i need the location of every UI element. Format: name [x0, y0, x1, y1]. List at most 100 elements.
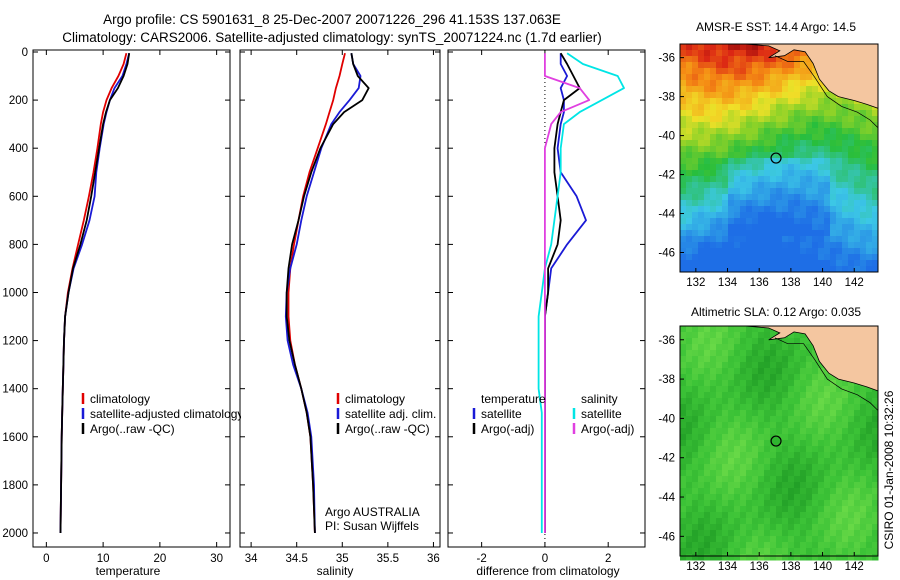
sst-map-cell [692, 134, 699, 141]
sst-map-cell [854, 140, 861, 147]
sst-map-cell [692, 62, 699, 69]
sla-map-cell [800, 404, 807, 411]
sla-map-cell [698, 506, 705, 513]
sla-map-cell [824, 380, 831, 387]
sst-map-cell [848, 218, 855, 225]
sla-map-cell [764, 374, 771, 381]
sst-map-cell [716, 182, 723, 189]
sla-map-cell [848, 428, 855, 435]
sst-map-cell [746, 206, 753, 213]
sla-map-cell [812, 386, 819, 393]
sst-map-cell [722, 62, 729, 69]
sla-map-cell [680, 542, 687, 549]
sla-map-cell [824, 398, 831, 405]
sst-map-cell [722, 98, 729, 105]
sla-map-cell [746, 362, 753, 369]
sla-map-cell [728, 356, 735, 363]
sla-map-cell [704, 482, 711, 489]
sst-map-cell [728, 188, 735, 195]
sla-map-cell [830, 542, 837, 549]
sla-map-cell [704, 380, 711, 387]
sla-map-cell [812, 482, 819, 489]
sla-map-cell [698, 356, 705, 363]
sla-map-cell [800, 500, 807, 507]
sst-map-cell [758, 152, 765, 159]
sst-map-cell [860, 242, 867, 249]
sst-map-cell [692, 116, 699, 123]
sst-map-cell [764, 260, 771, 267]
sst-map-cell [764, 224, 771, 231]
sla-map-cell [752, 434, 759, 441]
sst-map-cell [686, 62, 693, 69]
sla-map-cell [680, 362, 687, 369]
sla-map-cell [830, 440, 837, 447]
sst-map-cell [740, 206, 747, 213]
sst-map-cell [752, 164, 759, 171]
sst-map-cell [704, 56, 711, 63]
sst-map-cell [794, 164, 801, 171]
sla-map-cell [680, 404, 687, 411]
sst-map-cell [782, 74, 789, 81]
sla-map-cell [866, 464, 873, 471]
sla-map-x-tick-label: 140 [813, 561, 832, 573]
sla-map-cell [860, 386, 867, 393]
temperature-axes-frame [32, 49, 231, 548]
sst-map-cell [740, 212, 747, 219]
sst-map-cell [836, 104, 843, 111]
sla-map-cell [734, 410, 741, 417]
sla-map-cell [758, 416, 765, 423]
sla-map-cell [854, 392, 861, 399]
sla-map-cell [746, 548, 753, 555]
sla-map-cell [764, 404, 771, 411]
sst-map-cell [728, 92, 735, 99]
sla-map-cell [842, 494, 849, 501]
sst-map-cell [848, 242, 855, 249]
sla-map-cell [848, 524, 855, 531]
sst-map-cell [752, 44, 759, 51]
sst-map-cell [812, 134, 819, 141]
sla-map-cell [782, 476, 789, 483]
sla-map-cell [764, 440, 771, 447]
sla-map-cell [698, 536, 705, 543]
sla-map-cell [776, 500, 783, 507]
sst-map-cell [740, 140, 747, 147]
sst-map-cell [728, 86, 735, 93]
sst-map-cell [704, 230, 711, 237]
sst-map-cell [680, 236, 687, 243]
sst-map-cell [818, 152, 825, 159]
sst-map-cell [872, 218, 879, 225]
sla-map-cell [848, 488, 855, 495]
sla-map-cell [734, 548, 741, 555]
sla-map-cell [788, 482, 795, 489]
sla-map-cell [692, 380, 699, 387]
sst-map-cell [752, 212, 759, 219]
sst-map-cell [854, 224, 861, 231]
sla-map-cell [872, 488, 879, 495]
sst-map-cell [854, 110, 861, 117]
sst-map-cell [722, 56, 729, 63]
sst-map-cell [782, 110, 789, 117]
sla-map-cell [716, 332, 723, 339]
sla-map-cell [692, 350, 699, 357]
sla-map-cell [686, 338, 693, 345]
sla-map-cell [752, 548, 759, 555]
sst-map-cell [836, 98, 843, 105]
sla-map-cell [782, 464, 789, 471]
sla-map-cell [794, 338, 801, 345]
temperature-x-tick-label: 30 [210, 553, 223, 565]
sst-map-cell [680, 110, 687, 117]
sst-map-cell [752, 98, 759, 105]
sla-map-cell [740, 332, 747, 339]
sla-map-cell [854, 410, 861, 417]
sst-map-cell [728, 254, 735, 261]
sst-map-cell [806, 218, 813, 225]
sst-map-cell [860, 152, 867, 159]
sst-map-cell [848, 128, 855, 135]
sla-map-cell [830, 434, 837, 441]
sst-map-cell [764, 62, 771, 69]
sla-map-cell [686, 356, 693, 363]
sla-map-cell [806, 356, 813, 363]
sst-map-cell [788, 140, 795, 147]
sst-map-cell [728, 116, 735, 123]
sla-map-cell [716, 422, 723, 429]
